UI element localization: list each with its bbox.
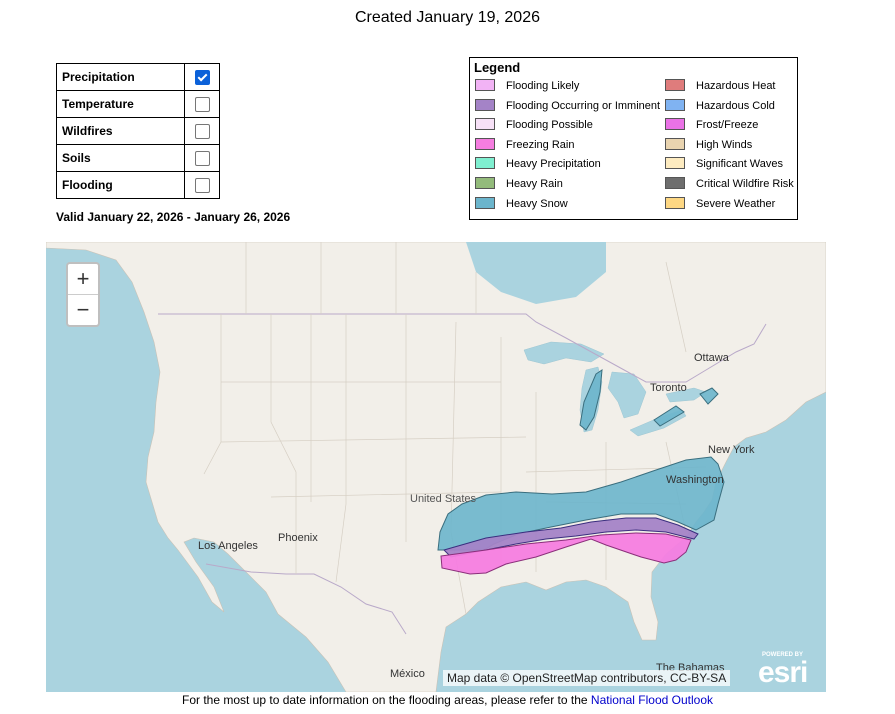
wildfires-checkbox[interactable]: [194, 123, 210, 139]
layer-row-wildfires: Wildfires: [56, 117, 220, 145]
heavy-snow-ontario-east: [653, 405, 685, 427]
legend-label: Flooding Occurring or Imminent: [506, 99, 661, 112]
layer-row-temperature: Temperature: [56, 90, 220, 118]
flooding-occurring-band: [443, 517, 699, 558]
national-flood-outlook-link[interactable]: National Flood Outlook: [590, 693, 713, 707]
map-label-washington: Washington: [666, 474, 724, 486]
legend-swatch: [475, 177, 495, 189]
layer-row-soils: Soils: [56, 144, 220, 172]
map-label-mexico: México: [390, 668, 425, 680]
us-mexico-border: [205, 563, 407, 635]
heavy-snow-michigan: [579, 369, 603, 431]
layer-row-flooding: Flooding: [56, 171, 220, 199]
legend-label: Critical Wildfire Risk: [696, 178, 794, 190]
legend-swatch: [475, 196, 495, 209]
legend-swatch: [475, 118, 495, 131]
legend-label: High Winds: [696, 138, 753, 151]
legend-label: Severe Weather: [696, 197, 776, 210]
map-label-ottawa: Ottawa: [694, 352, 729, 364]
legend-swatch: [665, 79, 685, 91]
heavy-snow-ny-north: [699, 387, 719, 405]
layer-label: Temperature: [56, 90, 185, 118]
legend-swatch: [665, 137, 685, 150]
legend-label: Flooding Possible: [506, 119, 593, 132]
base-map: [46, 242, 826, 692]
valid-date-range: Valid January 22, 2026 - January 26, 202…: [56, 210, 291, 224]
esri-powered-by: POWERED BY: [762, 652, 804, 658]
freezing-rain-band: [440, 532, 692, 575]
legend-label: Freezing Rain: [506, 138, 575, 151]
legend-label: Heavy Rain: [506, 178, 563, 190]
map-label-los-angeles: Los Angeles: [198, 540, 258, 552]
zoom-out-button[interactable]: −: [76, 297, 90, 322]
layer-label: Precipitation: [56, 63, 185, 91]
layer-label: Soils: [56, 144, 185, 172]
map-attribution: Map data © OpenStreetMap contributors, C…: [443, 670, 731, 686]
layer-toggle-table: Precipitation Temperature Wildfires Soil…: [56, 63, 220, 199]
legend-swatch: [665, 98, 685, 111]
zoom-in-button[interactable]: +: [68, 264, 98, 295]
legend-label: Heavy Precipitation: [506, 158, 601, 171]
layer-label: Wildfires: [56, 117, 185, 145]
esri-name: esri: [758, 656, 808, 689]
legend-label: Heavy Snow: [506, 197, 568, 210]
legend-label: Hazardous Cold: [696, 99, 775, 112]
map-view[interactable]: + − Ottawa Toronto New York Washington U…: [46, 242, 826, 692]
created-date: Created January 19, 2026: [354, 9, 540, 26]
legend-label: Significant Waves: [696, 158, 784, 171]
legend-label: Hazardous Heat: [696, 80, 776, 92]
footer-text: For the most up to date information on t…: [182, 693, 591, 707]
province-lines: [245, 242, 687, 353]
soils-checkbox[interactable]: [194, 150, 210, 166]
legend-swatch: [475, 98, 495, 111]
map-label-united-states: United States: [410, 493, 477, 505]
lake-ontario: [665, 387, 707, 403]
hudson-bay: [466, 242, 606, 304]
legend-swatch: [475, 79, 495, 91]
us-canada-border: [158, 313, 767, 383]
legend-panel: Legend Flooding Likely Flooding Occurring…: [469, 57, 798, 220]
legend-swatch: [665, 196, 685, 209]
footer-note: For the most up to date information on t…: [0, 693, 895, 707]
legend-swatch: [665, 118, 685, 131]
map-label-phoenix: Phoenix: [278, 532, 318, 544]
legend-title: Legend: [474, 60, 521, 75]
map-label-new-york: New York: [708, 444, 755, 456]
layer-label: Flooding: [56, 171, 185, 199]
legend-label: Frost/Freeze: [696, 119, 759, 132]
esri-logo: POWERED BY esri: [758, 652, 820, 689]
temperature-checkbox[interactable]: [194, 96, 210, 112]
map-label-toronto: Toronto: [650, 382, 687, 394]
legend-swatch: [665, 177, 685, 189]
layer-row-precipitation: Precipitation: [56, 63, 220, 91]
precipitation-checkbox[interactable]: [194, 69, 210, 85]
legend-label: Flooding Likely: [506, 80, 580, 92]
legend-swatch: [475, 157, 495, 170]
legend-swatch: [475, 137, 495, 150]
flooding-checkbox[interactable]: [194, 177, 210, 193]
legend-swatch: [665, 157, 685, 170]
zoom-control: + −: [66, 262, 100, 327]
